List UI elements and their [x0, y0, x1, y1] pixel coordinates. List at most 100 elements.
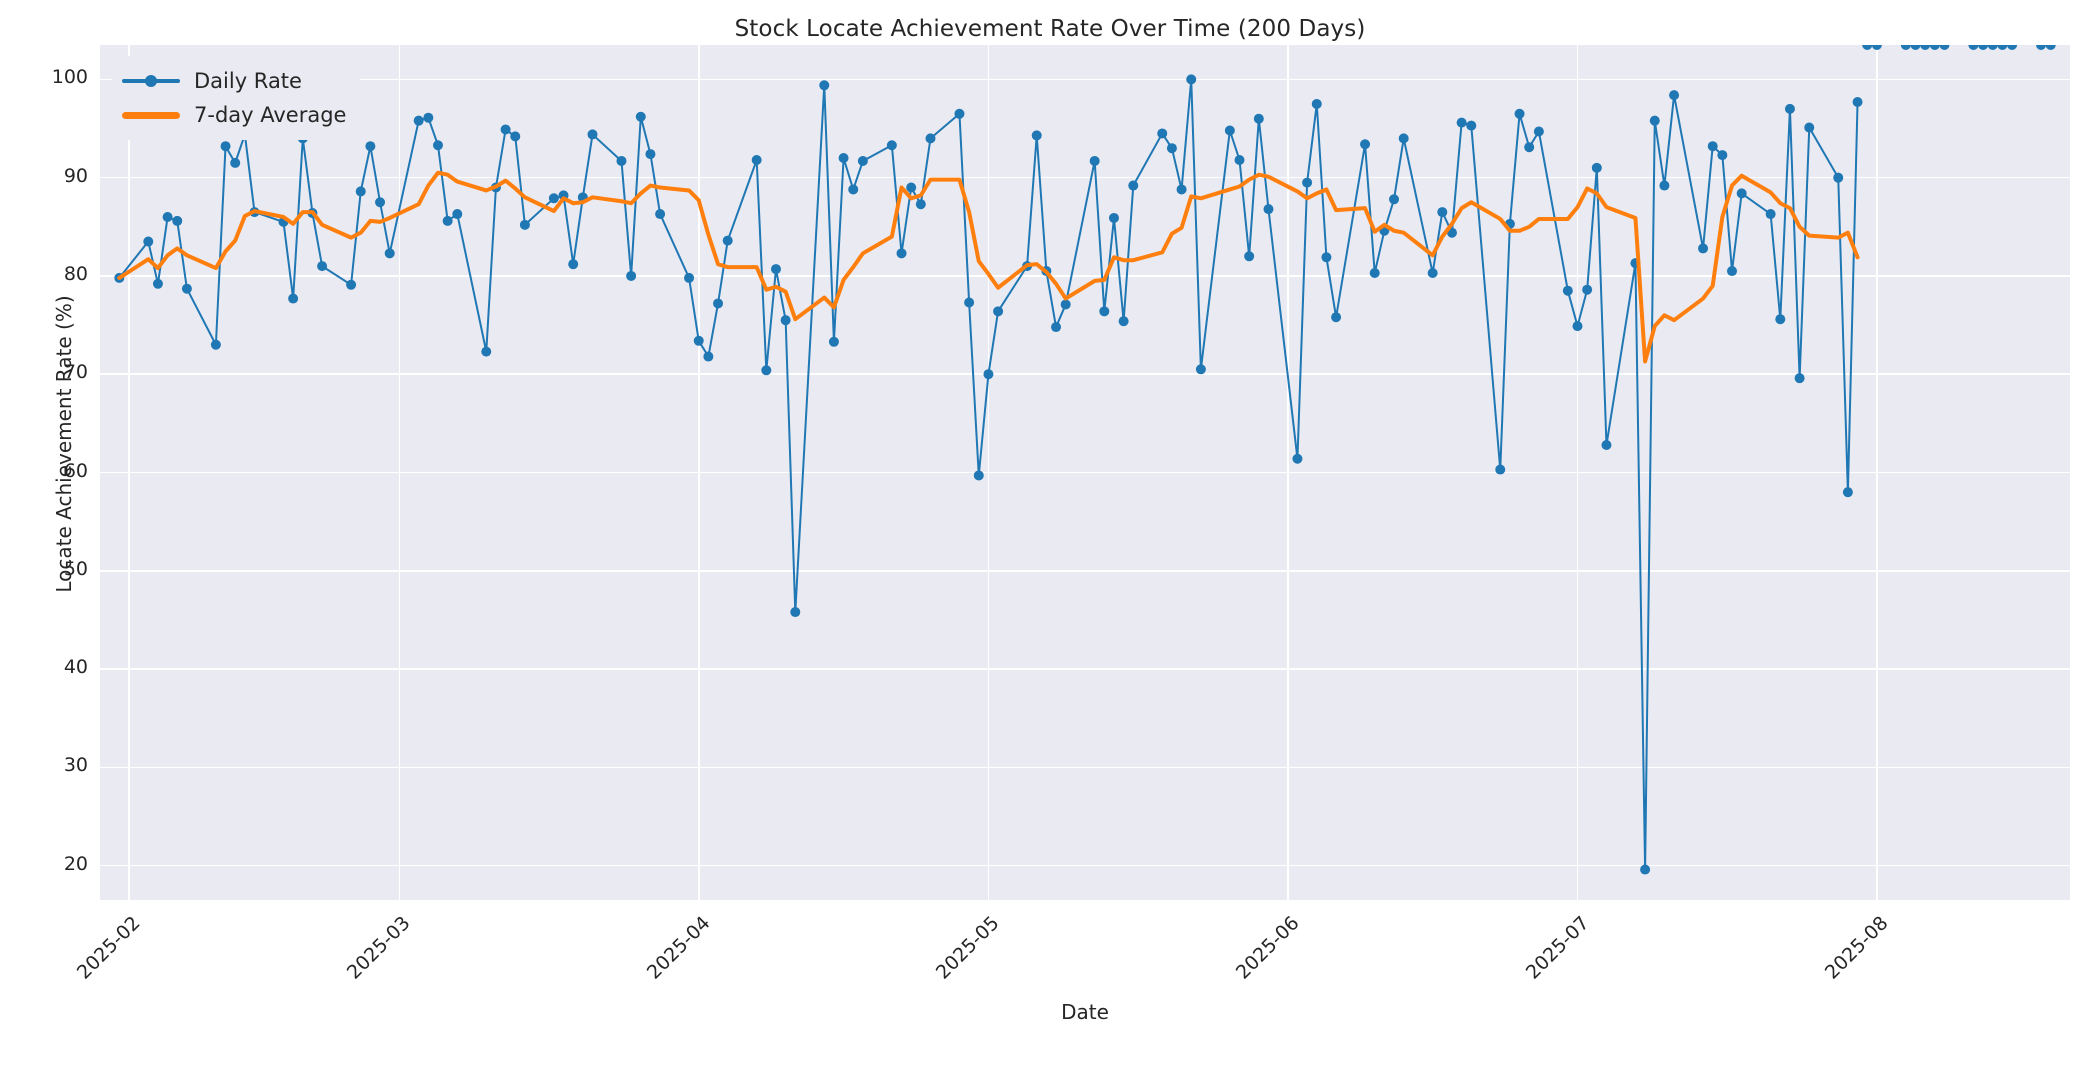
data-point	[848, 184, 859, 195]
data-point	[1833, 172, 1844, 183]
data-point	[1060, 299, 1071, 310]
x-tick-label: 2025-04	[642, 912, 715, 984]
data-point	[703, 351, 714, 362]
data-point	[413, 115, 424, 126]
y-tick-label: 60	[63, 459, 88, 482]
gridline-vertical	[128, 45, 130, 900]
y-tick-label: 20	[63, 852, 88, 875]
data-point	[519, 219, 530, 230]
data-point	[1514, 108, 1525, 119]
data-point	[548, 193, 559, 204]
data-point	[1321, 252, 1332, 263]
data-point	[288, 293, 299, 304]
gridline-horizontal	[100, 668, 2070, 670]
data-point	[1775, 314, 1786, 325]
data-point	[1727, 266, 1738, 277]
gridline-horizontal	[100, 373, 2070, 376]
data-point	[1524, 142, 1535, 153]
gridline-horizontal	[100, 471, 2070, 474]
y-tick-label: 100	[51, 66, 88, 89]
legend-item-daily-rate[interactable]: Daily Rate	[122, 64, 346, 98]
data-point	[790, 607, 801, 618]
data-point	[828, 336, 839, 347]
data-point	[1051, 322, 1062, 333]
data-point	[587, 129, 598, 140]
data-point	[1987, 45, 1998, 50]
data-point	[1640, 864, 1651, 875]
data-point	[1978, 45, 1989, 50]
legend-label-7-day-average: 7-day Average	[194, 103, 347, 127]
data-point	[770, 264, 781, 275]
data-point	[452, 209, 463, 220]
data-point	[1176, 184, 1187, 195]
data-point	[1939, 45, 1950, 50]
y-tick-label: 40	[63, 656, 88, 679]
data-point	[1794, 373, 1805, 384]
data-point	[1456, 117, 1467, 128]
data-point	[1186, 74, 1197, 85]
data-point	[915, 199, 926, 210]
data-point	[481, 346, 492, 357]
data-point	[1717, 150, 1728, 161]
gridline-vertical	[987, 45, 990, 900]
data-point	[1311, 98, 1322, 109]
data-point	[973, 470, 984, 481]
data-point	[1842, 487, 1853, 498]
y-tick-label: 80	[63, 262, 88, 285]
data-point	[626, 270, 637, 281]
data-point	[1997, 45, 2008, 50]
data-point	[722, 235, 733, 246]
data-point	[220, 141, 231, 152]
y-tick-label: 70	[63, 361, 88, 384]
data-point	[1157, 128, 1168, 139]
data-point	[152, 278, 163, 289]
data-point	[1234, 154, 1245, 165]
data-point	[635, 111, 646, 122]
data-point	[684, 272, 695, 283]
gridline-horizontal	[100, 864, 2070, 867]
data-point	[1089, 155, 1100, 166]
y-tick-label: 90	[63, 164, 88, 187]
data-point	[693, 335, 704, 346]
data-point	[1031, 130, 1042, 141]
data-point	[1466, 120, 1477, 131]
data-point	[964, 297, 975, 308]
data-point	[1572, 321, 1583, 332]
data-point	[925, 133, 936, 144]
data-point	[1099, 306, 1110, 317]
gridline-horizontal	[100, 569, 2070, 572]
data-point	[751, 154, 762, 165]
legend-line-icon	[122, 104, 180, 126]
data-point	[500, 124, 511, 135]
data-point	[1244, 251, 1255, 262]
data-point	[1302, 177, 1313, 188]
data-point	[442, 215, 453, 226]
data-point	[510, 131, 521, 142]
data-point	[819, 80, 830, 91]
data-point	[1331, 312, 1342, 323]
data-point	[1669, 90, 1680, 101]
data-point	[162, 211, 173, 222]
data-point	[1736, 188, 1747, 199]
series-line-7-day-average	[117, 170, 1860, 364]
data-point	[384, 248, 395, 259]
data-point	[1920, 45, 1931, 50]
legend-item-7-day-average[interactable]: 7-day Average	[122, 98, 346, 132]
gridline-vertical	[1876, 45, 1878, 900]
data-point	[355, 186, 366, 197]
x-tick-label: 2025-06	[1231, 912, 1304, 984]
data-point	[780, 315, 791, 326]
data-point	[1649, 115, 1660, 126]
data-point	[1166, 143, 1177, 154]
gridline-vertical	[1286, 45, 1289, 900]
data-point	[1389, 194, 1400, 205]
y-tick-label: 30	[63, 754, 88, 777]
data-point	[857, 155, 868, 166]
gridline-vertical	[697, 45, 700, 900]
data-point	[1900, 45, 1911, 50]
data-point	[2007, 45, 2018, 50]
data-point	[761, 365, 772, 376]
data-point	[1765, 209, 1776, 220]
data-point	[1360, 139, 1371, 150]
